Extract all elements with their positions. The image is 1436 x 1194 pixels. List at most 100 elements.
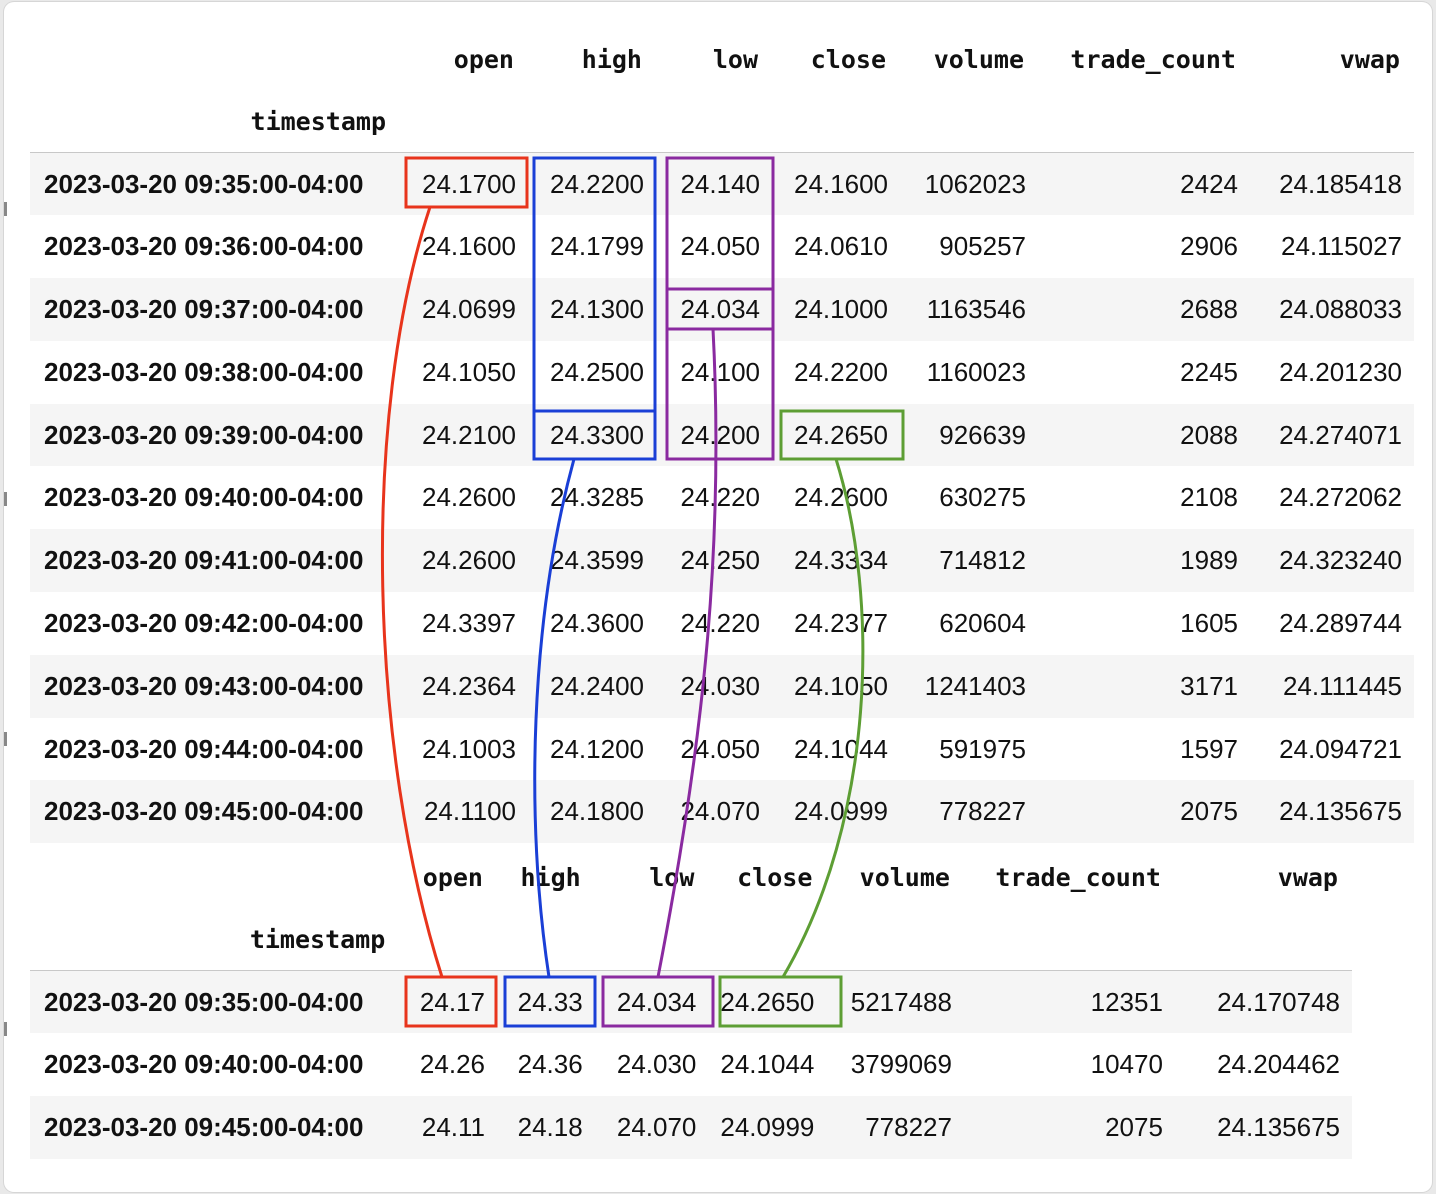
cell-vwap: 24.323240 — [1279, 545, 1402, 576]
cell-volume: 1241403 — [924, 670, 1026, 701]
cell-vwap: 24.115027 — [1281, 231, 1402, 262]
cell-high: 24.1800 — [550, 796, 644, 827]
table-row: 2023-03-20 09:45:00-04:00 24.11 24.18 24.07… — [30, 1096, 1352, 1159]
row-timestamp: 2023-03-20 09:43:00-04:00 — [44, 670, 364, 701]
row-timestamp: 2023-03-20 09:40:00-04:00 — [44, 482, 364, 513]
table-row: 2023-03-20 09:40:00-04:00 24.26 24.36 24.03… — [30, 1033, 1352, 1096]
cell-open: 24.2100 — [422, 419, 516, 450]
cell-open: 24.1700 — [422, 168, 516, 199]
cell-volume: 5217488 — [850, 986, 952, 1017]
corner-cell — [30, 846, 399, 908]
table-row: 2023-03-20 09:39:00-04:00 24.2100 24.3300 2… — [30, 403, 1414, 467]
cell-open: 24.1100 — [423, 796, 516, 827]
cell-vwap: 24.204462 — [1217, 1049, 1340, 1080]
cell-volume: 1160023 — [926, 356, 1026, 387]
column-header-volume: volume — [859, 862, 950, 892]
cell-open: 24.17 — [419, 986, 485, 1017]
cell-vwap: 24.094721 — [1279, 733, 1402, 764]
cell-volume: 3799069 — [850, 1049, 952, 1080]
cell-open: 24.2600 — [422, 545, 516, 576]
cell-volume: 591975 — [939, 733, 1026, 764]
cell-trade-count: 2906 — [1180, 231, 1238, 262]
cell-low: 24.070 — [680, 796, 760, 827]
cell-trade-count: 1597 — [1180, 733, 1238, 764]
edge-mark — [4, 492, 7, 506]
cell-high: 24.3599 — [550, 545, 644, 576]
column-header-close: close — [810, 44, 886, 74]
cell-high: 24.1300 — [550, 293, 644, 324]
cell-volume: 630275 — [939, 482, 1026, 513]
cell-volume: 778227 — [939, 796, 1026, 827]
cell-high: 24.1799 — [550, 231, 644, 262]
cell-trade-count: 2075 — [1180, 796, 1238, 827]
column-header-open: open — [422, 862, 483, 892]
cell-volume: 778227 — [865, 1111, 952, 1142]
cell-open: 24.26 — [419, 1049, 485, 1080]
table-row: 2023-03-20 09:45:00-04:00 24.1100 24.1800 2… — [30, 780, 1414, 844]
cell-low: 24.034 — [680, 293, 760, 324]
cell-close: 24.0999 — [794, 796, 888, 827]
cell-close: 24.1600 — [794, 168, 888, 199]
cell-low: 24.250 — [680, 545, 760, 576]
cell-high: 24.2200 — [550, 168, 644, 199]
cell-trade-count: 2688 — [1180, 293, 1238, 324]
cell-close: 24.1044 — [794, 733, 888, 764]
cell-vwap: 24.289744 — [1279, 607, 1402, 638]
corner-cell — [30, 28, 400, 90]
column-header-trade-count: trade_count — [995, 862, 1161, 892]
table-row: 2023-03-20 09:43:00-04:00 24.2364 24.2400 2… — [30, 654, 1414, 718]
cell-trade-count: 12351 — [1090, 986, 1163, 1017]
cell-open: 24.1003 — [422, 733, 516, 764]
cell-high: 24.3300 — [550, 419, 644, 450]
cell-low: 24.220 — [680, 607, 760, 638]
column-header-high: high — [520, 862, 581, 892]
table-row: 2023-03-20 09:35:00-04:00 24.17 24.33 24.03… — [30, 970, 1352, 1034]
cell-trade-count: 2424 — [1180, 168, 1238, 199]
cell-open: 24.0699 — [422, 293, 516, 324]
row-timestamp: 2023-03-20 09:37:00-04:00 — [44, 293, 364, 324]
table-row: 2023-03-20 09:40:00-04:00 24.2600 24.3285 2… — [30, 466, 1414, 529]
resampled-bars-table: open high low close volume trade_count v… — [30, 846, 1352, 1159]
column-header-vwap: vwap — [1339, 44, 1400, 74]
cell-low: 24.200 — [680, 419, 760, 450]
index-name: timestamp — [30, 908, 400, 971]
cell-volume: 620604 — [939, 607, 1026, 638]
cell-trade-count: 3171 — [1180, 670, 1238, 701]
cell-high: 24.33 — [517, 986, 583, 1017]
cell-vwap: 24.135675 — [1279, 796, 1402, 827]
cell-low: 24.050 — [680, 231, 760, 262]
cell-close: 24.1044 — [720, 1049, 815, 1080]
row-timestamp: 2023-03-20 09:40:00-04:00 — [44, 1049, 364, 1080]
cell-volume: 714812 — [939, 545, 1026, 576]
cell-vwap: 24.185418 — [1279, 168, 1402, 199]
cell-low: 24.070 — [616, 1111, 697, 1142]
edge-mark — [4, 202, 7, 216]
row-timestamp: 2023-03-20 09:35:00-04:00 — [44, 986, 364, 1017]
edge-mark — [4, 732, 7, 746]
row-timestamp: 2023-03-20 09:44:00-04:00 — [44, 733, 364, 764]
cell-trade-count: 10470 — [1090, 1049, 1163, 1080]
cell-open: 24.2364 — [422, 670, 516, 701]
cell-low: 24.030 — [680, 670, 760, 701]
cell-low: 24.100 — [680, 356, 760, 387]
cell-close: 24.1050 — [794, 670, 888, 701]
cell-close: 24.2650 — [794, 419, 888, 450]
cell-high: 24.18 — [517, 1111, 583, 1142]
cell-trade-count: 1989 — [1180, 545, 1238, 576]
cell-close: 24.0610 — [794, 231, 888, 262]
cell-trade-count: 1605 — [1180, 607, 1238, 638]
index-name-row: timestamp — [30, 90, 1414, 153]
resampled-bars-body: 2023-03-20 09:35:00-04:00 24.17 24.33 24.03… — [30, 970, 1352, 1159]
row-timestamp: 2023-03-20 09:41:00-04:00 — [44, 545, 364, 576]
row-timestamp: 2023-03-20 09:36:00-04:00 — [44, 231, 364, 262]
cell-low: 24.050 — [680, 733, 760, 764]
cell-high: 24.1200 — [550, 733, 644, 764]
cell-volume: 1163546 — [926, 293, 1026, 324]
cell-low: 24.034 — [616, 986, 697, 1017]
row-timestamp: 2023-03-20 09:38:00-04:00 — [44, 356, 364, 387]
cell-close: 24.3334 — [794, 545, 888, 576]
cell-vwap: 24.111445 — [1282, 670, 1402, 701]
column-header-vwap: vwap — [1277, 862, 1338, 892]
row-timestamp: 2023-03-20 09:35:00-04:00 — [44, 168, 364, 199]
cell-high: 24.3600 — [550, 607, 644, 638]
